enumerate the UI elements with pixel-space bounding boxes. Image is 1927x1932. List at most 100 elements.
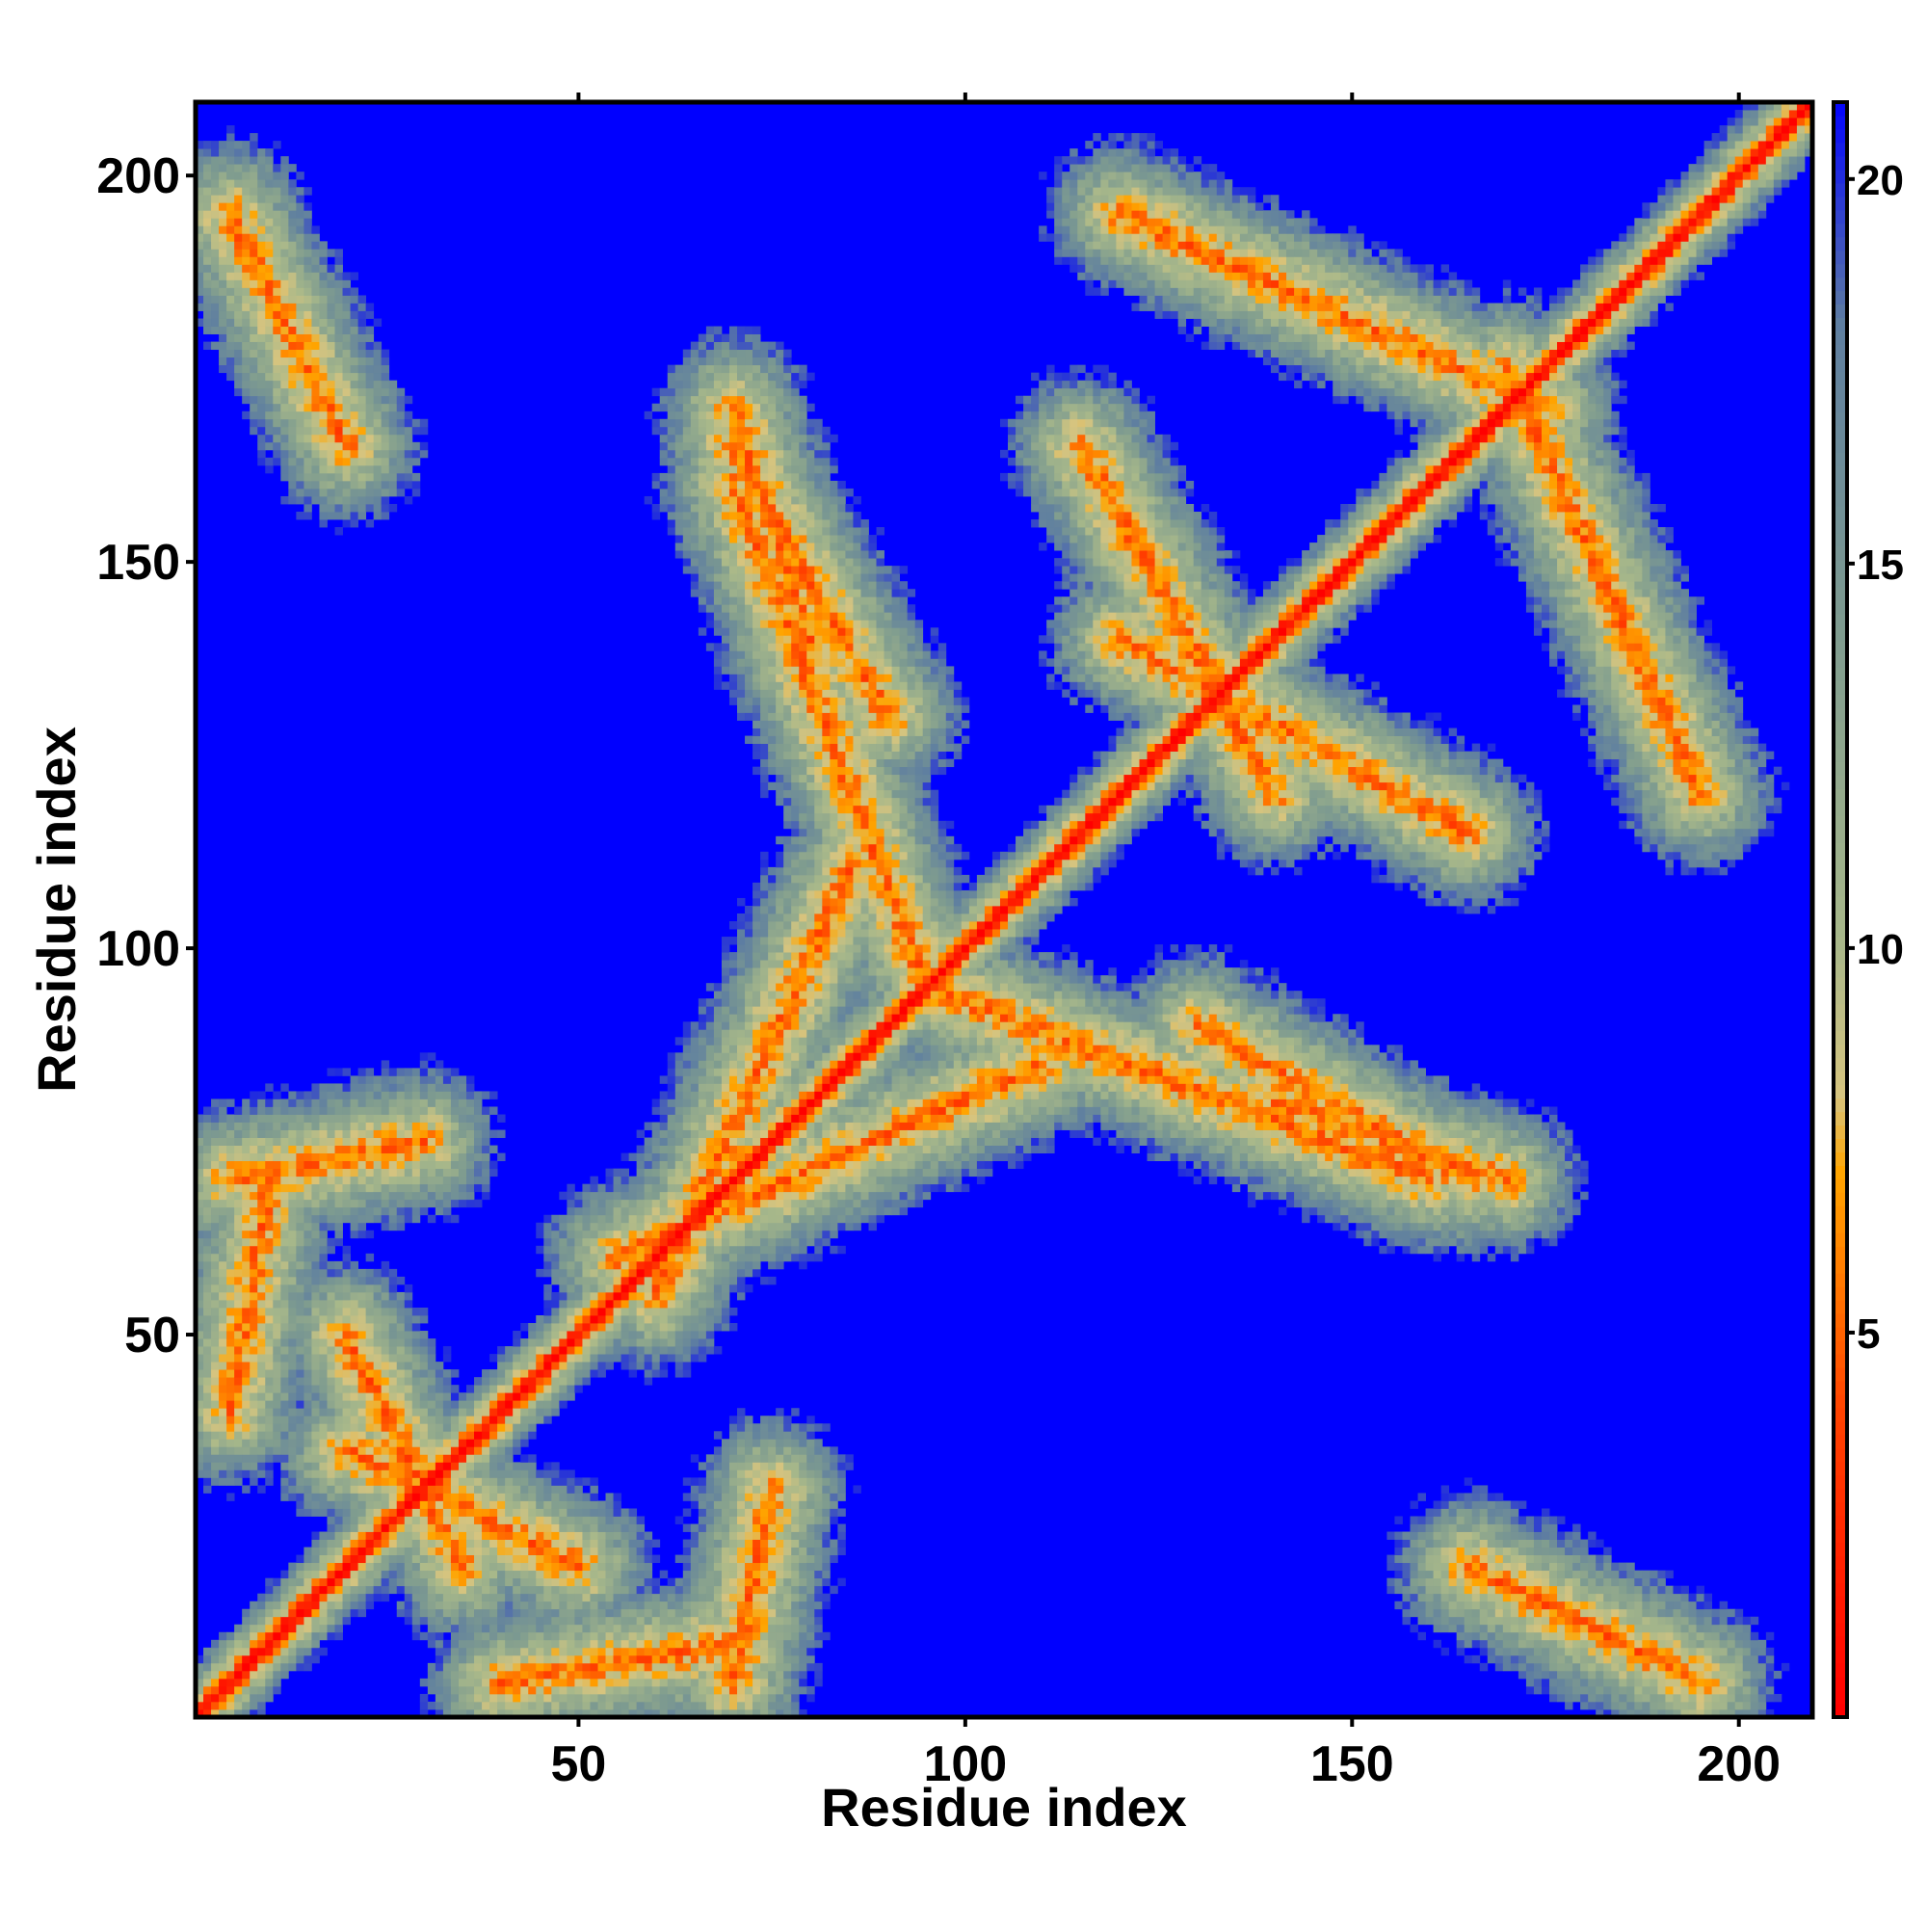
heat-cell <box>311 1115 319 1123</box>
heat-cell <box>382 411 389 419</box>
heat-cell <box>513 1346 520 1354</box>
heat-cell <box>358 1431 366 1439</box>
heat-cell <box>397 1439 405 1446</box>
heat-cell <box>559 1261 567 1269</box>
heat-cell <box>273 388 280 396</box>
heat-cell <box>280 1439 288 1446</box>
heat-cell <box>219 1115 226 1123</box>
heat-cell <box>528 1686 536 1694</box>
heat-cell <box>597 1269 605 1277</box>
heat-cell <box>288 1439 296 1446</box>
heat-cell <box>443 1462 451 1469</box>
heat-cell <box>513 1548 520 1555</box>
heat-cell <box>304 1331 311 1338</box>
heat-cell <box>436 1416 443 1423</box>
heat-cell <box>652 1254 660 1261</box>
heat-cell <box>675 1346 683 1354</box>
heat-cell <box>637 1238 645 1246</box>
heat-cell <box>489 1648 497 1655</box>
heat-cell <box>683 1702 691 1709</box>
heat-cell <box>319 1377 327 1385</box>
heat-cell <box>451 1146 459 1153</box>
heat-cell <box>280 295 288 303</box>
heat-cell <box>482 1423 489 1431</box>
heat-cell <box>311 1540 319 1548</box>
heat-cell <box>234 249 242 256</box>
heat-cell <box>412 1362 420 1369</box>
heat-cell <box>234 1292 242 1300</box>
heat-cell <box>343 304 351 311</box>
heat-cell <box>405 1200 412 1207</box>
heat-cell <box>296 279 304 287</box>
heat-cell <box>203 1138 211 1146</box>
heat-cell <box>389 396 397 404</box>
heat-cell <box>304 481 311 489</box>
heat-cell <box>257 319 265 327</box>
heat-cell <box>288 1446 296 1454</box>
heat-cell <box>574 1563 582 1571</box>
heat-cell <box>366 404 374 411</box>
heat-cell <box>296 1423 304 1431</box>
heat-cell <box>443 1146 451 1153</box>
heat-cell <box>597 1362 605 1369</box>
heat-cell <box>335 388 343 396</box>
heat-cell <box>280 319 288 327</box>
heat-cell <box>273 1338 280 1346</box>
heat-cell <box>296 1177 304 1184</box>
heat-cell <box>211 272 219 279</box>
heat-cell <box>412 1068 420 1075</box>
heat-cell <box>691 473 699 481</box>
heat-cell <box>606 1300 614 1308</box>
heat-cell <box>660 1192 668 1200</box>
heat-cell <box>505 1555 513 1563</box>
heat-cell <box>358 373 366 381</box>
heat-cell <box>451 1454 459 1462</box>
heat-cell <box>203 1207 211 1215</box>
heat-cell <box>597 1223 605 1231</box>
heat-cell <box>288 365 296 373</box>
heat-cell <box>351 519 358 527</box>
heat-cell <box>629 1184 637 1192</box>
heat-cell <box>405 1578 412 1586</box>
heat-cell <box>374 1377 382 1385</box>
heat-cell <box>637 1648 645 1655</box>
heat-cell <box>436 1655 443 1663</box>
heat-cell <box>652 1354 660 1362</box>
heat-cell <box>234 210 242 218</box>
heat-cell <box>288 249 296 256</box>
heat-cell <box>382 1292 389 1300</box>
heat-cell <box>536 1632 543 1640</box>
heat-cell <box>242 1292 250 1300</box>
heat-cell <box>273 1648 280 1655</box>
heat-cell <box>219 1416 226 1423</box>
heat-cell <box>629 1586 637 1594</box>
heat-cell <box>327 458 334 465</box>
heat-cell <box>257 381 265 388</box>
heat-cell <box>645 411 652 419</box>
heat-cell <box>474 1377 482 1385</box>
heat-cell <box>280 373 288 381</box>
heat-cell <box>327 1377 334 1385</box>
heat-cell <box>675 1161 683 1169</box>
heat-cell <box>466 1555 474 1563</box>
heat-cell <box>536 1315 543 1323</box>
heat-cell <box>335 450 343 458</box>
heat-cell <box>683 1331 691 1338</box>
heat-cell <box>660 1254 668 1261</box>
heat-cell <box>629 1338 637 1346</box>
heat-cell <box>250 1385 257 1392</box>
heat-cell <box>606 1238 614 1246</box>
heat-cell <box>582 1578 590 1586</box>
heat-cell <box>668 1123 675 1130</box>
heat-cell <box>211 1238 219 1246</box>
heat-cell <box>660 1138 668 1146</box>
heat-cell <box>351 1277 358 1284</box>
heat-cell <box>497 1454 505 1462</box>
heat-cell <box>273 1431 280 1439</box>
heat-cell <box>226 1177 234 1184</box>
heat-cell <box>382 1462 389 1469</box>
heat-cell <box>203 1184 211 1192</box>
heat-cell <box>668 442 675 450</box>
heat-cell <box>311 1169 319 1177</box>
heat-cell <box>343 373 351 381</box>
